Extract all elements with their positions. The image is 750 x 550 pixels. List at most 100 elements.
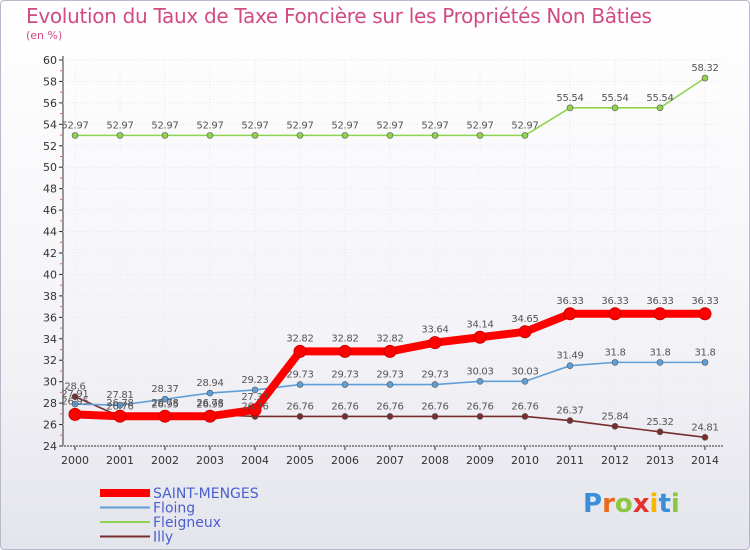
- data-label: 26.76: [241, 401, 268, 412]
- data-point: [71, 393, 79, 400]
- y-tick-label: 54: [43, 118, 57, 131]
- data-point: [656, 428, 664, 436]
- data-point: [341, 381, 349, 388]
- data-label: 52.97: [421, 120, 448, 131]
- data-point: [476, 132, 484, 139]
- data-label: 26.76: [421, 401, 448, 412]
- data-label: 29.73: [331, 370, 358, 381]
- data-label: 26.76: [376, 401, 403, 412]
- data-label: 30.03: [511, 366, 538, 377]
- data-point: [566, 417, 574, 424]
- data-label: 52.97: [106, 120, 133, 131]
- y-tick-label: 26: [43, 419, 57, 432]
- data-label: 26.76: [286, 401, 313, 412]
- x-tick-label: 2012: [601, 454, 629, 467]
- data-label: 28.37: [151, 384, 178, 395]
- data-label: 52.97: [466, 120, 493, 131]
- data-point: [71, 132, 79, 139]
- data-point: [113, 409, 127, 423]
- data-point: [431, 132, 439, 139]
- y-tick-label: 48: [43, 183, 57, 196]
- data-label: 52.97: [196, 120, 223, 131]
- y-tick-label: 24: [43, 440, 57, 453]
- y-tick-label: 56: [43, 97, 57, 110]
- logo-letter: o: [614, 489, 633, 519]
- data-label: 28.94: [196, 378, 223, 389]
- data-label: 32.82: [376, 333, 403, 344]
- data-label: 36.33: [691, 296, 718, 307]
- series-layer: [68, 74, 712, 441]
- data-label: 32.82: [331, 333, 358, 344]
- data-point: [341, 413, 349, 420]
- data-point: [473, 330, 487, 344]
- legend-item-floing: Floing: [100, 501, 195, 517]
- data-label: 25.84: [601, 411, 628, 422]
- data-point: [296, 413, 304, 420]
- data-point: [701, 359, 709, 366]
- logo-letter: t: [658, 489, 671, 519]
- y-tick-label: 60: [43, 54, 57, 67]
- data-label: 36.33: [646, 296, 673, 307]
- data-point: [206, 132, 214, 139]
- data-point: [71, 400, 79, 408]
- data-label: 52.97: [151, 120, 178, 131]
- legend-item-illy: Illy: [100, 530, 173, 546]
- x-tick-label: 2008: [421, 454, 449, 467]
- x-tick-label: 2001: [106, 454, 134, 467]
- data-point: [566, 362, 574, 369]
- data-label: 26.37: [556, 406, 583, 417]
- data-label: 26.76: [331, 401, 358, 412]
- data-label: 29.73: [376, 370, 403, 381]
- data-label: 55.54: [601, 93, 628, 104]
- data-label: 31.49: [556, 351, 583, 362]
- logo-letter: r: [602, 489, 615, 519]
- data-label: 26.76: [511, 401, 538, 412]
- logo-letter: i: [649, 489, 659, 519]
- data-point: [521, 378, 529, 385]
- data-label: 26.76: [106, 401, 133, 412]
- data-label: 36.33: [556, 296, 583, 307]
- y-tick-label: 32: [43, 354, 57, 367]
- x-tick-label: 2010: [511, 454, 539, 467]
- data-point: [206, 389, 214, 397]
- data-point: [386, 381, 394, 388]
- data-label: 29.73: [286, 370, 313, 381]
- data-label: 28.6: [64, 382, 85, 393]
- data-label: 33.64: [421, 325, 448, 336]
- data-label: 52.97: [511, 120, 538, 131]
- proxiti-logo: Proxiti: [583, 489, 680, 519]
- logo-letter: x: [632, 489, 650, 519]
- data-point: [203, 409, 217, 423]
- x-tick-label: 2004: [241, 454, 269, 467]
- x-tick-label: 2009: [466, 454, 494, 467]
- legend-label: Floing: [153, 501, 195, 517]
- data-point: [341, 132, 349, 139]
- data-point: [566, 104, 574, 112]
- data-label: 31.8: [604, 347, 625, 358]
- data-label: 26.95: [151, 399, 178, 410]
- data-label: 36.33: [601, 296, 628, 307]
- data-point: [338, 344, 352, 358]
- data-point: [476, 378, 484, 385]
- data-point: [248, 403, 262, 417]
- data-point: [521, 132, 529, 139]
- logo-letter: i: [670, 489, 680, 519]
- data-point: [251, 132, 259, 139]
- data-point: [653, 307, 667, 321]
- data-point: [611, 422, 619, 430]
- y-tick-label: 28: [43, 397, 57, 410]
- data-point: [386, 413, 394, 420]
- axes: 24 26 28 30 32 34 36 38 40 42 44 46 48 50 52 54 56 58 60 20…: [43, 54, 723, 467]
- data-label: 52.97: [376, 120, 403, 131]
- data-label: 25.32: [646, 417, 673, 428]
- x-tick-label: 2000: [61, 454, 89, 467]
- data-label: 52.97: [241, 120, 268, 131]
- y-tick-label: 34: [43, 333, 57, 346]
- x-tick-label: 2014: [691, 454, 719, 467]
- x-tick-label: 2006: [331, 454, 359, 467]
- data-point: [518, 325, 532, 339]
- y-tick-label: 44: [43, 226, 57, 239]
- data-point: [251, 386, 259, 394]
